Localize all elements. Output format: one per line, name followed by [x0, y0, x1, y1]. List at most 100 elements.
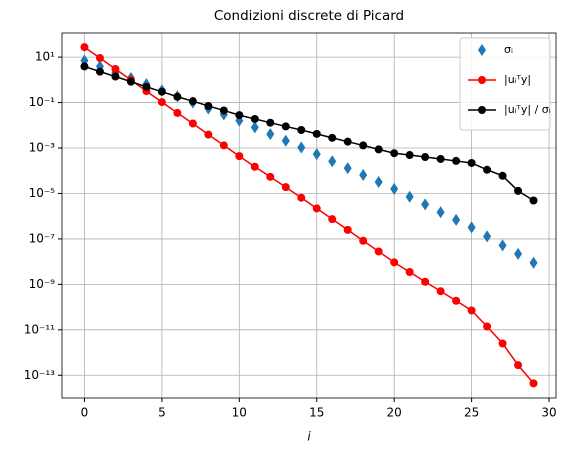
circle-marker — [142, 82, 151, 91]
circle-marker — [250, 162, 259, 171]
circle-marker — [452, 296, 461, 305]
y-tick-label: 10⁻³ — [29, 141, 56, 155]
circle-marker — [157, 87, 166, 96]
circle-marker — [529, 379, 538, 388]
plot-area — [80, 43, 538, 388]
circle-marker — [80, 43, 89, 52]
circle-marker — [297, 126, 306, 135]
circle-marker — [266, 118, 275, 127]
circle-marker — [343, 225, 352, 234]
circle-marker — [328, 133, 337, 142]
circle-marker — [297, 193, 306, 202]
diamond-marker — [478, 44, 486, 56]
circle-marker — [281, 122, 290, 131]
diamond-marker — [514, 247, 523, 260]
diamond-marker — [281, 134, 290, 147]
circle-marker — [157, 98, 166, 107]
chart-title: Condizioni discrete di Picard — [214, 8, 404, 24]
y-tick-label: 10⁻⁷ — [29, 231, 56, 245]
circle-marker — [312, 204, 321, 213]
circle-marker — [359, 141, 368, 150]
y-tick-label: 10¹ — [35, 50, 55, 64]
circle-marker — [478, 106, 486, 114]
circle-marker — [374, 247, 383, 256]
diamond-marker — [405, 190, 414, 203]
circle-marker — [514, 186, 523, 195]
x-tick-label: 10 — [232, 406, 247, 420]
diamond-marker — [421, 198, 430, 211]
circle-marker — [95, 67, 104, 76]
circle-marker — [204, 101, 213, 110]
circle-marker — [421, 153, 430, 162]
circle-marker — [235, 152, 244, 161]
legend-label: |uᵢᵀy| — [504, 73, 531, 86]
circle-marker — [483, 165, 492, 174]
circle-marker — [498, 339, 507, 348]
circle-marker — [111, 64, 120, 73]
circle-marker — [204, 130, 213, 139]
circle-marker — [390, 258, 399, 267]
diamond-marker — [266, 128, 275, 141]
circle-marker — [281, 183, 290, 192]
circle-marker — [452, 156, 461, 165]
circle-marker — [95, 54, 104, 63]
diamond-marker — [452, 213, 461, 226]
x-tick-label: 25 — [464, 406, 479, 420]
diamond-marker — [343, 162, 352, 175]
y-tick-label: 10⁻¹¹ — [24, 322, 55, 336]
diamond-marker — [436, 206, 445, 219]
circle-marker — [359, 236, 368, 245]
x-tick-label: 5 — [158, 406, 166, 420]
circle-marker — [250, 114, 259, 123]
diamond-marker — [483, 230, 492, 243]
circle-marker — [374, 145, 383, 154]
circle-marker — [405, 151, 414, 160]
x-tick-label: 15 — [309, 406, 324, 420]
circle-marker — [328, 215, 337, 224]
circle-marker — [498, 171, 507, 180]
legend-label: |uᵢᵀy| / σᵢ — [504, 103, 551, 116]
circle-marker — [390, 149, 399, 158]
circle-marker — [312, 129, 321, 138]
circle-marker — [529, 196, 538, 205]
circle-marker — [126, 77, 135, 86]
circle-marker — [343, 137, 352, 146]
diamond-marker — [467, 221, 476, 234]
circle-marker — [467, 158, 476, 167]
x-tick-label: 20 — [387, 406, 402, 420]
circle-marker — [405, 268, 414, 277]
x-axis-label: i — [307, 430, 311, 444]
circle-marker — [188, 119, 197, 128]
diamond-marker — [359, 168, 368, 181]
axes-frame — [61, 32, 557, 399]
circle-marker — [188, 97, 197, 106]
circle-marker — [436, 154, 445, 163]
y-tick-label: 10⁻¹ — [29, 95, 56, 109]
diamond-marker — [498, 239, 507, 252]
diamond-marker — [250, 121, 259, 134]
circle-marker — [478, 76, 486, 84]
circle-marker — [436, 287, 445, 296]
diamond-marker — [312, 148, 321, 161]
diamond-marker — [297, 141, 306, 154]
circle-marker — [483, 322, 492, 331]
circle-marker — [111, 72, 120, 81]
y-tick-label: 10⁻⁹ — [29, 277, 56, 291]
y-tick-label: 10⁻¹³ — [24, 368, 55, 382]
circle-marker — [173, 108, 182, 117]
diamond-marker — [374, 175, 383, 188]
circle-marker — [514, 361, 523, 370]
diamond-marker — [529, 256, 538, 269]
x-tick-label: 30 — [541, 406, 556, 420]
diamond-marker — [328, 155, 337, 168]
circle-marker — [266, 172, 275, 181]
circle-marker — [235, 111, 244, 120]
x-tick-label: 0 — [81, 406, 89, 420]
circle-marker — [80, 62, 89, 71]
circle-marker — [219, 141, 228, 150]
y-tick-label: 10⁻⁵ — [29, 186, 56, 200]
legend-label: σᵢ — [504, 43, 513, 56]
circle-marker — [219, 106, 228, 115]
diamond-marker — [390, 182, 399, 195]
